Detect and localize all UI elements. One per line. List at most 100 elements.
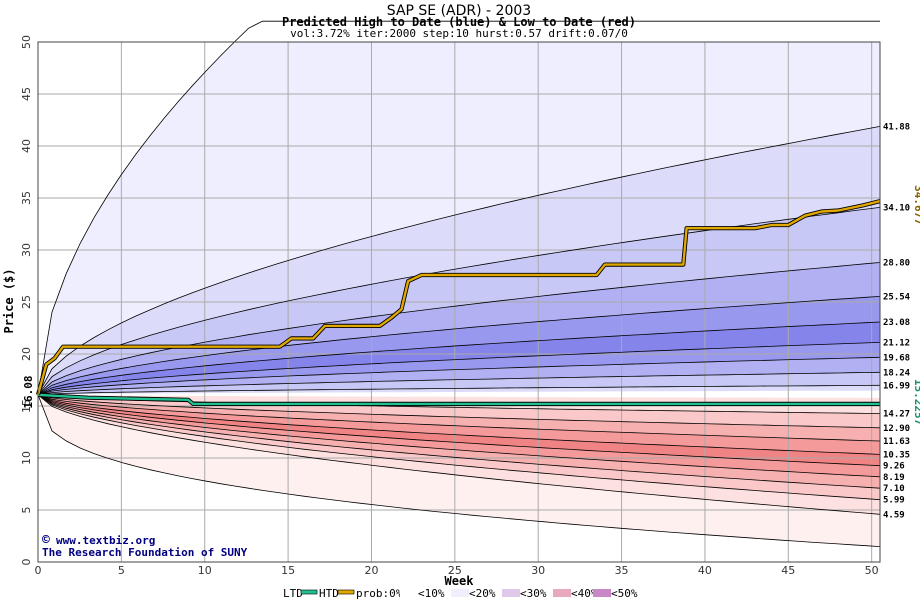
low-band-3 bbox=[38, 394, 880, 455]
high-band-6 bbox=[38, 342, 880, 395]
y-tick-label-10: 50 bbox=[20, 35, 33, 49]
high-band-8 bbox=[38, 372, 880, 395]
low-line-2 bbox=[37, 394, 881, 442]
legend-p40-label: <40% bbox=[571, 587, 598, 600]
percentile-label-8: 18.24 bbox=[883, 368, 911, 378]
high-line-0 bbox=[37, 20, 880, 395]
high-line-4 bbox=[37, 296, 881, 396]
percentile-label-18: 4.59 bbox=[883, 510, 905, 520]
y-tick-label-7: 35 bbox=[20, 191, 33, 205]
y-tick-label-9: 45 bbox=[20, 87, 33, 101]
chart-subtitle: Predicted High to Date (blue) & Low to D… bbox=[282, 15, 636, 29]
percentile-label-17: 5.99 bbox=[883, 496, 905, 506]
low-line-6 bbox=[37, 394, 881, 489]
high-band-3 bbox=[38, 262, 880, 395]
chart-params: vol:3.72% iter:2000 step:10 hurst:0.57 d… bbox=[290, 27, 628, 40]
low-line-8 bbox=[37, 394, 881, 515]
y-axis-label: Price ($) bbox=[2, 268, 16, 333]
credit-org: The Research Foundation of SUNY bbox=[42, 546, 248, 559]
credit-url[interactable]: www.textbiz.org bbox=[56, 534, 155, 547]
percentile-label-3: 28.80 bbox=[883, 258, 910, 268]
y-tick-label-2: 10 bbox=[20, 451, 33, 465]
low-band-6 bbox=[38, 394, 880, 489]
legend-htd-label: HTD bbox=[319, 587, 339, 600]
percentile-label-5: 23.08 bbox=[883, 318, 910, 328]
x-tick-label-1: 5 bbox=[118, 564, 125, 577]
percentile-label-15: 8.19 bbox=[883, 473, 905, 483]
high-band-5 bbox=[38, 322, 880, 395]
x-tick-label-8: 40 bbox=[698, 564, 712, 577]
percentile-label-13: 10.35 bbox=[883, 450, 910, 460]
low-line-3 bbox=[37, 394, 881, 455]
legend-prob0-swatch bbox=[400, 589, 418, 597]
high-band-0 bbox=[38, 42, 880, 395]
percentile-label-9: 16.99 bbox=[883, 381, 910, 391]
low-band-8 bbox=[38, 394, 880, 515]
legend-ltd-swatch bbox=[300, 589, 318, 595]
legend-prob0-label: prob:0% bbox=[356, 587, 403, 600]
start-price-label: 16.08 bbox=[22, 375, 35, 408]
right-labels: 41.88 34.10 28.80 25.54 23.08 21.12 19.68 18.24… bbox=[883, 122, 911, 520]
low-band-9 bbox=[38, 394, 880, 547]
high-line-2 bbox=[37, 207, 881, 396]
ltd-series-line bbox=[37, 393, 880, 406]
legend-p20-label: <20% bbox=[469, 587, 496, 600]
x-tick-label-0: 0 bbox=[35, 564, 42, 577]
low-line-5 bbox=[37, 394, 881, 478]
y-tick-label-6: 30 bbox=[20, 243, 33, 257]
chart-title: SAP SE (ADR) - 2003 bbox=[387, 3, 531, 19]
low-line-4 bbox=[37, 394, 881, 467]
legend-p20-swatch bbox=[502, 589, 520, 597]
legend-p10-swatch bbox=[451, 589, 469, 597]
y-tick-label-0: 0 bbox=[20, 559, 33, 566]
x-tick-label-10: 50 bbox=[865, 564, 879, 577]
low-band-5 bbox=[38, 394, 880, 477]
y-tick-label-8: 40 bbox=[20, 139, 33, 153]
percentile-label-7: 19.68 bbox=[883, 353, 910, 363]
x-tick-label-9: 45 bbox=[781, 564, 795, 577]
htd-end-label: 34.677 bbox=[912, 185, 920, 225]
x-tick-label-7: 35 bbox=[615, 564, 629, 577]
high-band-1 bbox=[38, 126, 880, 395]
y-tick-label-5: 25 bbox=[20, 295, 33, 309]
low-band-4 bbox=[38, 394, 880, 466]
x-tick-label-4: 20 bbox=[364, 564, 378, 577]
x-tick-label-5: 25 bbox=[448, 564, 462, 577]
percentile-label-1: 41.88 bbox=[883, 122, 910, 132]
copyright-icon: © bbox=[42, 533, 50, 548]
legend-htd-swatch bbox=[337, 589, 355, 595]
high-band-9 bbox=[38, 385, 880, 395]
legend: LTD HTD prob:0% <10% <20% <30% <40% <50% bbox=[283, 587, 638, 600]
x-tick-label-2: 10 bbox=[198, 564, 212, 577]
low-band-1 bbox=[38, 394, 880, 428]
high-line-6 bbox=[37, 342, 881, 396]
high-line-8 bbox=[37, 371, 881, 396]
percentile-label-6: 21.12 bbox=[883, 338, 910, 348]
low-line-9 bbox=[37, 394, 881, 547]
plot-bands bbox=[38, 42, 880, 547]
percentile-label-2: 34.10 bbox=[883, 203, 910, 213]
high-line-5 bbox=[37, 321, 881, 396]
percentile-label-16: 7.10 bbox=[883, 484, 905, 494]
percentile-label-4: 25.54 bbox=[883, 292, 911, 302]
percentile-label-11: 12.90 bbox=[883, 424, 910, 434]
high-line-9 bbox=[37, 384, 881, 396]
legend-p10-label: <10% bbox=[418, 587, 445, 600]
band-lines bbox=[37, 20, 881, 547]
series bbox=[35, 199, 881, 406]
percentile-label-12: 11.63 bbox=[883, 437, 910, 447]
percentile-label-10: 14.27 bbox=[883, 410, 910, 420]
x-tick-label-3: 15 bbox=[281, 564, 295, 577]
legend-p30-label: <30% bbox=[520, 587, 547, 600]
low-band-2 bbox=[38, 394, 880, 441]
y-tick-label-1: 5 bbox=[20, 507, 33, 514]
low-band-7 bbox=[38, 394, 880, 500]
x-axis-label: Week bbox=[445, 574, 475, 588]
x-ticks: 0 5 10 15 20 25 30 35 40 45 50 bbox=[35, 564, 879, 577]
legend-p40-swatch bbox=[593, 589, 611, 597]
x-tick-label-6: 30 bbox=[531, 564, 545, 577]
y-tick-label-4: 20 bbox=[20, 347, 33, 361]
ltd-end-label: 15.2257 bbox=[912, 379, 920, 425]
y-ticks: 0 5 10 15 20 25 30 35 40 45 50 bbox=[20, 35, 33, 566]
